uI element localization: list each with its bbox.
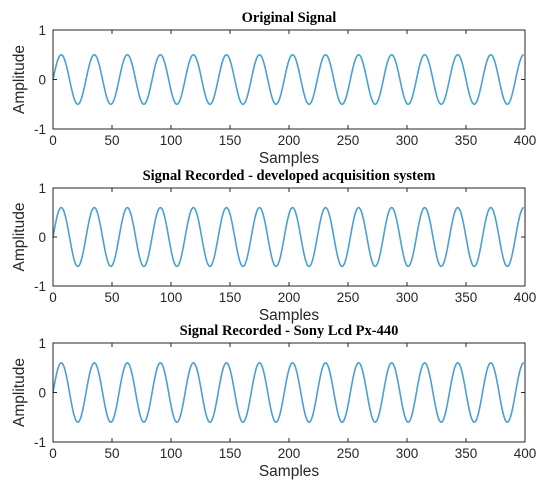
x-axis-label: Samples (259, 463, 320, 480)
subplot-title: Original Signal (242, 10, 337, 26)
x-tick-label: 100 (160, 290, 183, 305)
subplot-3: Signal Recorded - Sony Lcd Px-440 0 50 100 1… (11, 323, 536, 480)
signal-line (52, 53, 525, 106)
y-tick-label: 0 (38, 386, 46, 401)
x-axis-label: Samples (259, 307, 320, 324)
x-tick-label: 300 (396, 290, 419, 305)
y-tick-label: 1 (38, 181, 46, 196)
x-tick-label: 350 (455, 133, 478, 148)
x-tick-label: 400 (514, 446, 537, 461)
x-tick-label: 200 (278, 446, 301, 461)
x-tick-label: 50 (104, 446, 119, 461)
x-axis-label: Samples (259, 150, 320, 167)
x-tick-label: 250 (337, 290, 360, 305)
x-tick-label: 150 (219, 290, 242, 305)
y-tick-label: -1 (34, 435, 46, 450)
x-tick-label: 0 (49, 133, 57, 148)
y-tick-label: -1 (34, 122, 46, 137)
y-tick-label: 1 (38, 23, 46, 38)
x-tick-label: 350 (455, 290, 478, 305)
x-tick-label: 200 (278, 133, 301, 148)
x-tick-label: 0 (49, 446, 57, 461)
x-tick-label: 200 (278, 290, 301, 305)
signal-line (52, 362, 525, 423)
axes-frame (52, 29, 526, 130)
y-tick-label: 0 (38, 230, 46, 245)
y-tick-label: 1 (38, 336, 46, 351)
x-tick-label: 400 (514, 290, 537, 305)
subplot-title: Signal Recorded - developed acquisition … (143, 168, 436, 184)
subplot-2: Signal Recorded - developed acquisition … (11, 168, 536, 324)
x-tick-label: 0 (49, 290, 57, 305)
y-axis-label: Amplitude (11, 45, 28, 114)
x-tick-label: 350 (455, 446, 478, 461)
x-tick-label: 150 (219, 133, 242, 148)
x-tick-label: 50 (104, 133, 119, 148)
subplot-1: Original Signal 0 50 100 150 200 250 300 350 400 -… (11, 10, 536, 167)
y-tick-label: -1 (34, 279, 46, 294)
signal-line (52, 206, 525, 268)
subplot-title: Signal Recorded - Sony Lcd Px-440 (180, 323, 399, 339)
x-tick-label: 300 (396, 446, 419, 461)
y-axis-label: Amplitude (11, 203, 28, 272)
x-tick-label: 250 (337, 133, 360, 148)
x-tick-label: 150 (219, 446, 242, 461)
x-tick-label: 250 (337, 446, 360, 461)
y-axis-label: Amplitude (11, 358, 28, 427)
x-tick-label: 100 (160, 446, 183, 461)
x-tick-label: 300 (396, 133, 419, 148)
axes-frame (52, 342, 526, 443)
x-tick-label: 50 (104, 290, 119, 305)
x-tick-label: 400 (514, 133, 537, 148)
y-tick-label: 0 (38, 73, 46, 88)
axes-frame (52, 187, 526, 287)
x-tick-label: 100 (160, 133, 183, 148)
